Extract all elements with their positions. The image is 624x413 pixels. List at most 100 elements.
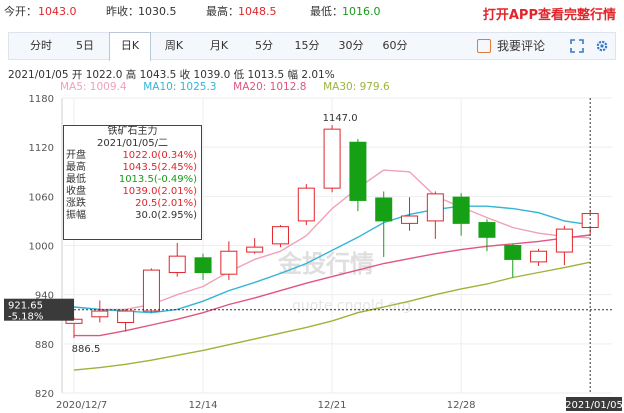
quote-bar: 今开： 1043.0 昨收： 1030.5 最高： 1048.5 最低： 101… bbox=[0, 0, 624, 24]
high-value: 1048.5 bbox=[238, 5, 277, 18]
watermark-text: 金投行情 bbox=[277, 250, 374, 278]
tooltip-key: 最高 bbox=[66, 162, 86, 173]
low-label: 最低： bbox=[310, 5, 343, 18]
ma-legend: MA5: 1009.4 MA10: 1025.3 MA20: 1012.8 MA… bbox=[60, 81, 390, 93]
low-value: 1016.0 bbox=[342, 5, 381, 18]
y-tick-label: 940 bbox=[35, 291, 54, 302]
tab-monthly-k[interactable]: 月K bbox=[209, 39, 229, 52]
tooltip-row-amplitude: 振幅 30.0(2.95%) bbox=[64, 210, 201, 222]
x-tick-label: 12/14 bbox=[189, 400, 218, 411]
tab-60min[interactable]: 60分 bbox=[382, 39, 408, 52]
ma10-line bbox=[73, 205, 591, 314]
candle-body bbox=[375, 197, 393, 222]
open-label: 今开： bbox=[4, 5, 37, 18]
tooltip-key: 开盘 bbox=[66, 150, 86, 161]
candle[interactable] bbox=[555, 225, 573, 266]
tab-30min[interactable]: 30分 bbox=[338, 39, 364, 52]
tab-daily-k[interactable]: 日K bbox=[109, 32, 151, 61]
candle-body bbox=[194, 257, 212, 274]
candle-body bbox=[452, 196, 470, 224]
tooltip-key: 收盘 bbox=[66, 186, 86, 197]
tooltip-value: 1039.0(2.01%) bbox=[122, 186, 197, 197]
candle[interactable] bbox=[504, 243, 522, 278]
open-value: 1043.0 bbox=[38, 5, 77, 18]
tooltip-value: 1022.0(0.34%) bbox=[122, 150, 197, 161]
watermark: 金投行情 quote.cngold.org bbox=[277, 250, 411, 314]
ma20-line bbox=[74, 234, 591, 337]
fullscreen-icon[interactable] bbox=[570, 39, 584, 53]
candle[interactable] bbox=[530, 248, 548, 266]
candle[interactable] bbox=[91, 300, 109, 323]
tooltip-key: 振幅 bbox=[66, 210, 86, 221]
tab-minute[interactable]: 分时 bbox=[30, 39, 52, 52]
ma10-legend: MA10: 1025.3 bbox=[143, 81, 217, 93]
ma30-line bbox=[73, 261, 591, 371]
crosshair-date: 2021/01/05 bbox=[565, 400, 623, 411]
tooltip-value: 30.0(2.95%) bbox=[135, 210, 197, 221]
tooltip-key: 涨跌 bbox=[66, 198, 86, 209]
candle-body bbox=[220, 250, 238, 275]
tooltip-date: 2021/01/05/二 bbox=[96, 138, 168, 149]
x-tick-label: 12/28 bbox=[447, 400, 476, 411]
tooltip-row-change: 涨跌 20.5(2.01%) bbox=[64, 198, 201, 210]
y-tick-label: 820 bbox=[35, 389, 54, 400]
tab-5day[interactable]: 5日 bbox=[76, 39, 94, 52]
tab-15min[interactable]: 15分 bbox=[294, 39, 320, 52]
tooltip-title: 铁矿石主力 bbox=[107, 126, 158, 137]
ma30-legend: MA30: 979.6 bbox=[323, 81, 390, 93]
candle[interactable] bbox=[375, 191, 393, 257]
period-tabs: 分时 5日 日K 周K 月K 5分 15分 30分 60分 我要评论 bbox=[8, 32, 616, 61]
x-tick-label: 12/21 bbox=[318, 400, 347, 411]
ohlc-info: 2021/01/05 开 1022.0 高 1043.5 收 1039.0 低 … bbox=[8, 69, 335, 81]
candle[interactable] bbox=[401, 197, 419, 231]
tab-5min[interactable]: 5分 bbox=[255, 39, 273, 52]
y-tick-label: 1060 bbox=[29, 192, 54, 203]
candle-body bbox=[401, 215, 419, 224]
tooltip-key: 最低 bbox=[66, 174, 86, 185]
candle[interactable] bbox=[220, 241, 238, 280]
x-tick-label: 2020/12/7 bbox=[56, 400, 107, 411]
watermark-url: quote.cngold.org bbox=[292, 298, 411, 314]
candle-body bbox=[323, 128, 341, 189]
candle[interactable] bbox=[142, 268, 160, 313]
tab-weekly-k[interactable]: 周K bbox=[164, 39, 184, 52]
candle[interactable] bbox=[452, 193, 470, 236]
open-app-link[interactable]: 打开APP查看完整行情 bbox=[482, 8, 616, 23]
candle-body bbox=[426, 193, 444, 222]
max-price-label: 1147.0 bbox=[323, 113, 358, 124]
prev-close-value: 1030.5 bbox=[138, 5, 177, 18]
crosshair-date-box bbox=[566, 397, 622, 411]
candle-body bbox=[246, 246, 264, 253]
candle[interactable] bbox=[117, 309, 135, 332]
comment-button[interactable]: 我要评论 bbox=[477, 33, 545, 59]
y-tick-label: 1120 bbox=[29, 143, 54, 154]
tooltip-panel: 铁矿石主力 2021/01/05/二 开盘 1022.0(0.34%) 最高 104… bbox=[63, 125, 202, 240]
tooltip-value: 1043.5(2.45%) bbox=[122, 162, 197, 173]
candle[interactable] bbox=[246, 238, 264, 254]
crosshair-pct: -5.18% bbox=[8, 312, 43, 323]
candle-body bbox=[297, 187, 315, 222]
candle-body bbox=[530, 250, 548, 263]
candle[interactable] bbox=[349, 138, 367, 212]
candle-body bbox=[504, 245, 522, 260]
settings-icon[interactable] bbox=[595, 39, 609, 53]
ma20-legend: MA20: 1012.8 bbox=[233, 81, 307, 93]
candle-body bbox=[271, 226, 289, 245]
candle[interactable] bbox=[478, 219, 496, 252]
candle-body bbox=[142, 269, 160, 312]
candle[interactable] bbox=[168, 243, 186, 277]
candle[interactable] bbox=[297, 184, 315, 226]
high-label: 最高： bbox=[206, 5, 239, 18]
edit-icon bbox=[477, 38, 491, 53]
candle[interactable] bbox=[271, 225, 289, 248]
ma5-legend: MA5: 1009.4 bbox=[60, 81, 127, 93]
crosshair-price-box bbox=[4, 298, 74, 321]
candle-body bbox=[168, 255, 186, 274]
y-tick-label: 1180 bbox=[29, 94, 54, 105]
tooltip-row-low: 最低 1013.5(-0.49%) bbox=[64, 174, 201, 186]
candle[interactable] bbox=[426, 191, 444, 239]
candle[interactable] bbox=[323, 125, 341, 193]
candle[interactable] bbox=[194, 253, 212, 280]
min-price-label: 886.5 bbox=[72, 344, 101, 355]
